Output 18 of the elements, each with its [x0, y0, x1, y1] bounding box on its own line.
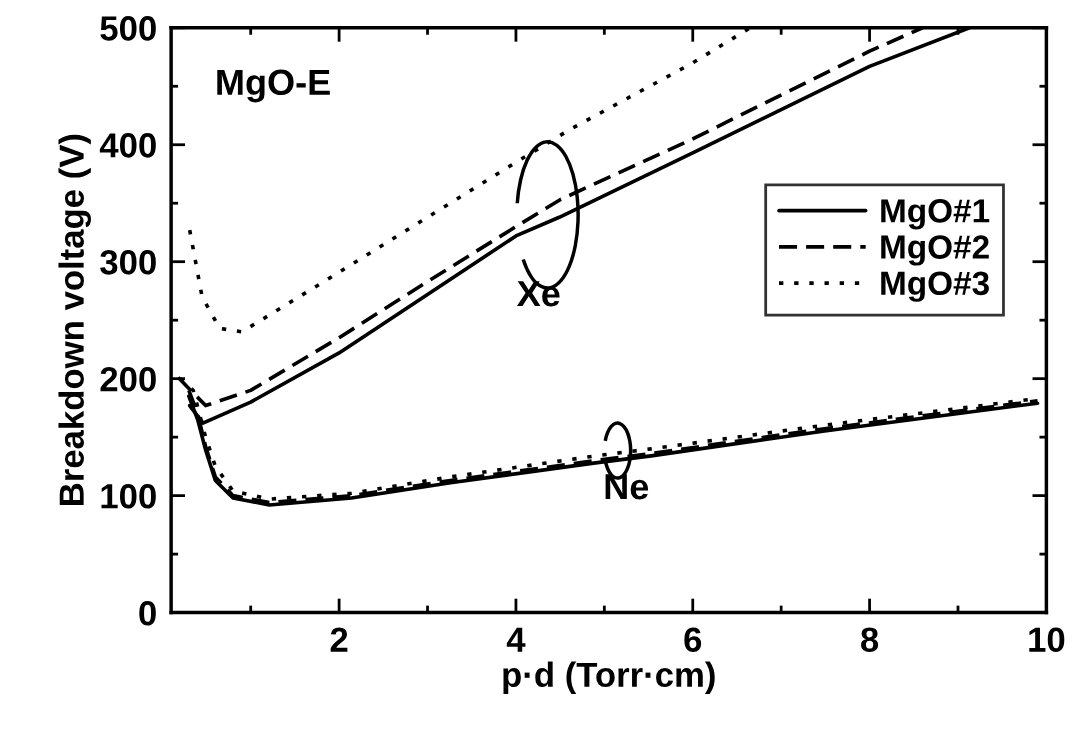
y-tick-label: 300	[100, 250, 156, 275]
x-tick-label: 4	[506, 627, 526, 652]
x-tick-label: 8	[861, 627, 879, 652]
y-tick-label: 0	[139, 600, 156, 626]
y-tick-label: 500	[100, 16, 156, 41]
legend-label: MgO#2	[881, 235, 989, 266]
legend-label: MgO#1	[881, 199, 990, 230]
annotation: MgO-E	[217, 69, 330, 103]
y-tick-label: 200	[100, 366, 156, 392]
annotation: Ne	[605, 474, 649, 500]
y-axis-title: Breakdown voltage (V)	[58, 134, 91, 505]
y-tick-label: 100	[101, 483, 156, 509]
x-tick-label: 6	[684, 627, 702, 652]
x-axis-title: p·d (Torr·cm)	[503, 661, 715, 694]
x-tick-label: 2	[330, 627, 348, 652]
y-tick-label: 400	[99, 133, 156, 158]
x-tick-label: 10	[1029, 627, 1065, 652]
legend-label: MgO#3	[881, 271, 989, 302]
